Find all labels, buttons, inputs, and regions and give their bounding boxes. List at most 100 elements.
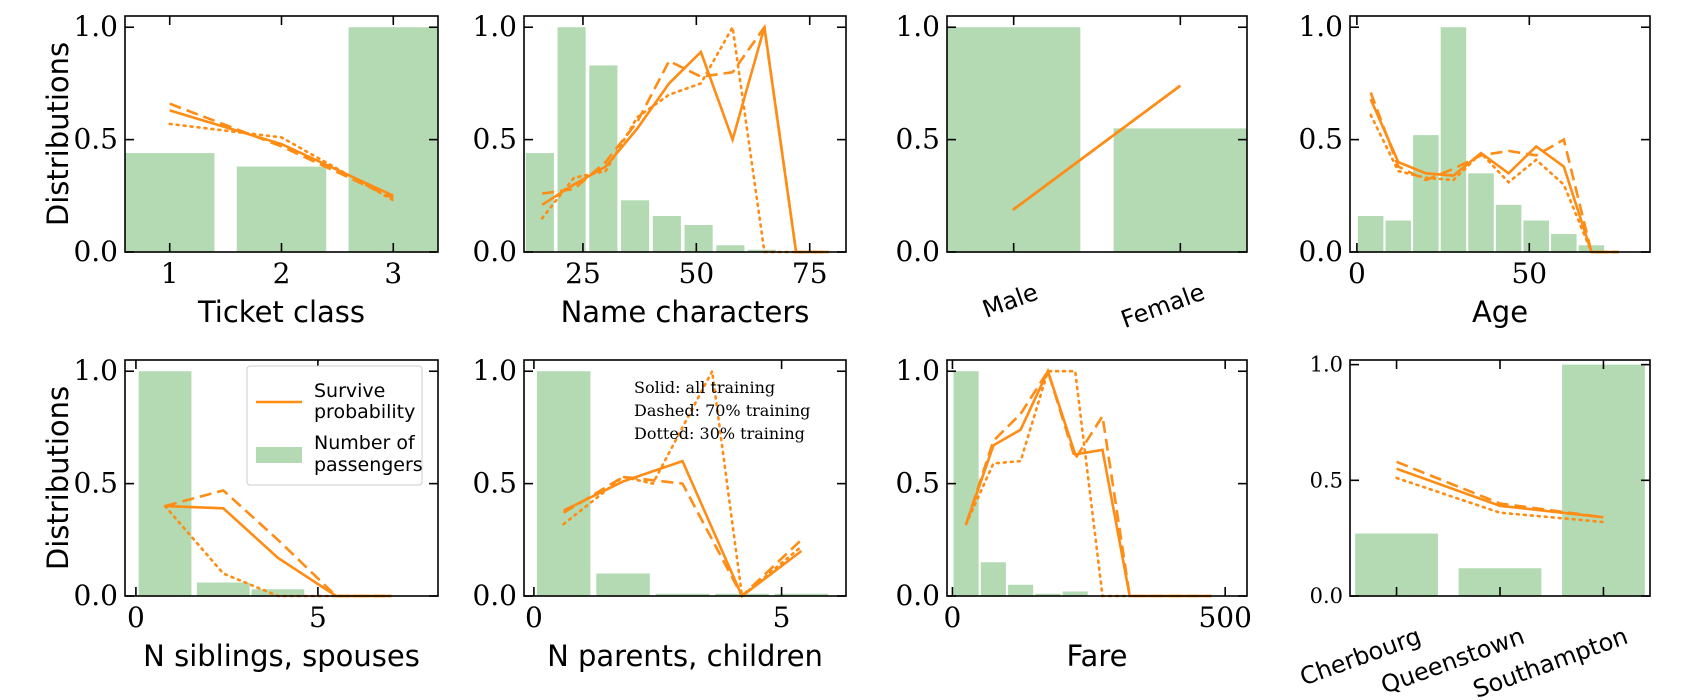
bar (251, 589, 305, 596)
series-line-dotted (1395, 476, 1605, 524)
legend-bar-label: passengers (314, 454, 423, 476)
category-label: Male (979, 278, 1042, 324)
legend-bar-label: Number of (314, 432, 416, 454)
series-line-dashed (164, 488, 391, 598)
x-tick-label: 0 (525, 601, 543, 634)
y-tick-label: 0.0 (472, 579, 517, 612)
bar (1355, 533, 1438, 596)
bar (684, 225, 713, 252)
bar (1440, 27, 1467, 252)
x-tick-label: 5 (309, 601, 327, 634)
annotation-line: Dotted: 30% training (634, 424, 805, 443)
series-line-dotted (1012, 84, 1182, 211)
bar (1113, 128, 1247, 252)
series-line-dotted (1369, 113, 1621, 254)
bar (655, 593, 710, 596)
bar (1035, 593, 1061, 596)
bar (652, 216, 681, 252)
bar (536, 371, 591, 596)
x-axis-label: Ticket class (197, 295, 365, 329)
y-tick-label: 0.5 (73, 123, 118, 156)
bar (196, 582, 250, 596)
y-tick-label: 0.5 (472, 467, 517, 500)
y-tick-label: 0.5 (1298, 123, 1343, 156)
y-tick-label: 0.5 (895, 123, 940, 156)
bar (947, 27, 1081, 252)
chart-panel-4: 0.0 0.5 1.0 0 50 Age (1298, 10, 1651, 329)
x-tick-label: 50 (679, 257, 715, 290)
y-tick-label: 0.0 (1310, 584, 1343, 608)
bar (1413, 135, 1439, 252)
x-tick-label: 1 (161, 257, 179, 290)
bar (1523, 220, 1549, 252)
bar (980, 562, 1006, 596)
series-line-dotted (168, 122, 395, 202)
series-line-solid (541, 26, 828, 254)
x-tick-label: 75 (792, 257, 828, 290)
bar (621, 200, 650, 252)
chart-panel-1: 0.0 0.5 1.0 1 2 3 Ticket class Distributions (41, 10, 439, 329)
bar (1562, 364, 1645, 596)
bar (596, 573, 650, 596)
y-tick-label: 0.0 (895, 235, 940, 268)
y-tick-label: 0.0 (472, 235, 517, 268)
y-tick-label: 0.0 (895, 579, 940, 612)
legend-line-label: Survive (314, 380, 385, 402)
series-line-dashed (1012, 84, 1182, 211)
y-tick-label: 0.5 (73, 467, 118, 500)
legend-bar-swatch (256, 447, 302, 463)
bar (953, 371, 979, 596)
annotation: Solid: all training Dashed: 70% training D… (634, 378, 810, 443)
y-tick-label: 1.0 (1310, 353, 1343, 377)
series-line-dashed (169, 102, 394, 200)
axes-frame (1349, 15, 1651, 253)
bar (1357, 216, 1384, 252)
x-tick-label: 3 (384, 257, 402, 290)
series-line-dotted (562, 366, 803, 599)
x-axis-label: N siblings, spouses (143, 639, 420, 673)
x-axis-label: Fare (1067, 639, 1128, 673)
x-tick-label: 5 (773, 601, 791, 634)
x-tick-label: 500 (1198, 601, 1251, 634)
bar (348, 27, 438, 252)
y-axis-label: Distributions (41, 42, 75, 226)
axes-frame (523, 15, 847, 253)
category-label: Female (1117, 278, 1208, 334)
legend-line-label: probability (314, 401, 415, 423)
y-tick-label: 0.5 (1310, 468, 1343, 492)
y-tick-label: 1.0 (895, 354, 940, 387)
axes-frame (946, 359, 1248, 597)
series-line-dotted (964, 369, 1131, 598)
x-axis-label: N parents, children (547, 639, 823, 673)
axes-frame (523, 359, 847, 597)
x-tick-label: 25 (565, 257, 601, 290)
x-tick-label: 0 (944, 601, 962, 634)
x-axis-label: Name characters (561, 295, 810, 329)
y-tick-label: 0.0 (73, 579, 118, 612)
y-tick-label: 0.0 (1298, 235, 1343, 268)
x-tick-label: 2 (273, 257, 291, 290)
bar (525, 153, 554, 252)
y-tick-label: 0.5 (895, 467, 940, 500)
y-tick-label: 1.0 (1298, 10, 1343, 43)
annotation-line: Dashed: 70% training (634, 401, 810, 420)
bar (1551, 234, 1577, 252)
y-tick-label: 1.0 (73, 354, 118, 387)
bar (138, 371, 192, 596)
bar (1468, 173, 1494, 252)
x-tick-label: 0 (127, 601, 145, 634)
y-tick-label: 0.0 (73, 235, 118, 268)
series-line-solid (1369, 98, 1619, 254)
y-tick-label: 1.0 (472, 10, 517, 43)
y-axis-label: Distributions (41, 386, 75, 570)
bar (557, 27, 586, 252)
chart-panel-5: 0.0 0.5 1.0 0 5 N siblings, spouses Distributi… (41, 354, 439, 673)
bar (1495, 204, 1522, 252)
annotation-line: Solid: all training (634, 378, 775, 397)
x-tick-label: 0 (1348, 257, 1366, 290)
chart-panel-3: 0.0 0.5 1.0 Male Female (895, 10, 1248, 334)
bar (774, 593, 829, 596)
